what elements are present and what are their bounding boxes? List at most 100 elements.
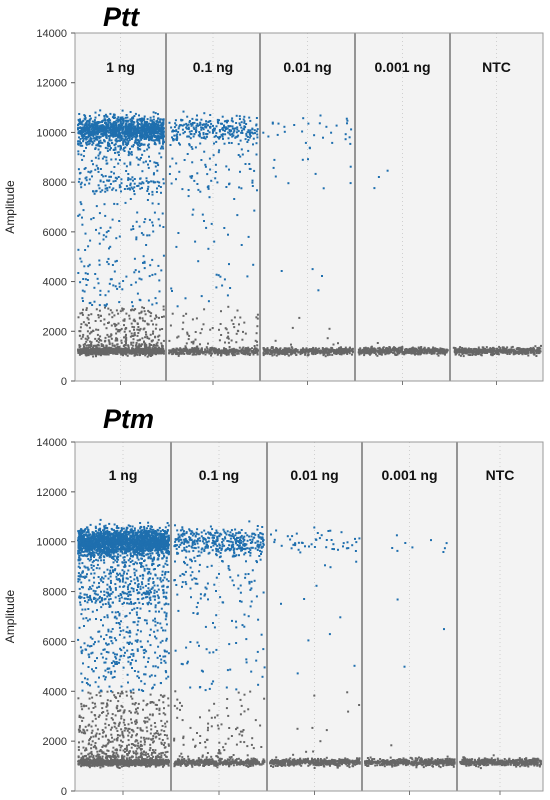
positive-droplet (96, 277, 99, 280)
negative-droplet (275, 349, 278, 352)
positive-droplet (87, 135, 90, 137)
negative-droplet (395, 348, 398, 350)
intermediate-droplet (92, 330, 95, 332)
negative-droplet (374, 351, 377, 353)
positive-droplet (112, 187, 115, 190)
positive-droplet (189, 175, 192, 178)
positive-droplet (330, 131, 333, 134)
positive-droplet (117, 151, 120, 154)
negative-droplet (498, 345, 501, 348)
positive-droplet (83, 137, 86, 140)
positive-droplet (223, 124, 225, 127)
intermediate-droplet (176, 336, 179, 339)
intermediate-droplet (143, 341, 145, 344)
intermediate-droplet (188, 334, 191, 337)
positive-droplet (115, 140, 118, 143)
intermediate-droplet (116, 330, 119, 333)
positive-droplet (123, 150, 126, 152)
positive-droplet (223, 278, 226, 281)
positive-droplet (127, 178, 130, 181)
positive-droplet (121, 132, 124, 135)
intermediate-droplet (145, 333, 148, 336)
intermediate-droplet (144, 343, 147, 346)
intermediate-droplet (219, 323, 222, 325)
positive-droplet (85, 141, 88, 144)
positive-droplet (90, 159, 93, 162)
negative-droplet (262, 354, 265, 357)
positive-droplet (97, 184, 100, 187)
intermediate-droplet (133, 333, 136, 335)
positive-droplet (140, 129, 142, 132)
positive-droplet (116, 130, 119, 133)
positive-droplet (157, 202, 160, 205)
positive-droplet (251, 185, 254, 187)
positive-droplet (156, 187, 158, 190)
negative-droplet (295, 353, 298, 356)
negative-droplet (116, 352, 119, 355)
positive-droplet (119, 119, 122, 122)
negative-droplet (271, 347, 274, 350)
positive-droplet (114, 176, 117, 179)
intermediate-droplet (182, 321, 185, 324)
negative-droplet (301, 350, 304, 352)
positive-droplet (90, 170, 93, 173)
positive-droplet (197, 188, 200, 191)
negative-droplet (107, 350, 110, 353)
negative-droplet (517, 348, 519, 351)
positive-droplet (349, 165, 352, 168)
intermediate-droplet (236, 309, 239, 312)
positive-droplet (242, 128, 245, 130)
positive-droplet (239, 139, 242, 142)
negative-droplet (444, 353, 446, 356)
negative-droplet (431, 351, 433, 354)
positive-droplet (121, 124, 123, 127)
negative-droplet (82, 349, 85, 352)
positive-droplet (124, 141, 127, 144)
positive-droplet (154, 143, 157, 146)
positive-droplet (139, 148, 142, 151)
positive-droplet (148, 122, 151, 125)
intermediate-droplet (154, 335, 157, 338)
intermediate-droplet (128, 314, 131, 317)
positive-droplet (206, 173, 209, 176)
positive-droplet (78, 120, 81, 123)
intermediate-droplet (82, 333, 85, 336)
negative-droplet (103, 348, 105, 351)
positive-droplet (217, 122, 220, 125)
negative-droplet (294, 348, 297, 351)
positive-droplet (82, 300, 84, 302)
negative-droplet (392, 348, 394, 351)
positive-droplet (196, 122, 199, 125)
positive-droplet (199, 121, 202, 124)
positive-droplet (143, 221, 146, 224)
negative-droplet (378, 352, 381, 355)
negative-droplet (440, 348, 443, 351)
positive-droplet (185, 122, 188, 125)
negative-droplet (368, 348, 371, 351)
positive-droplet (81, 297, 84, 300)
negative-droplet (157, 352, 160, 355)
negative-droplet (162, 347, 165, 350)
positive-droplet (102, 130, 104, 133)
positive-droplet (171, 157, 174, 160)
positive-droplet (128, 137, 131, 140)
negative-droplet (134, 350, 137, 352)
intermediate-droplet (235, 332, 238, 335)
positive-droplet (129, 182, 132, 185)
negative-droplet (198, 353, 201, 355)
intermediate-droplet (106, 333, 109, 336)
negative-droplet (318, 347, 321, 350)
positive-droplet (154, 125, 157, 128)
negative-droplet (340, 349, 343, 352)
negative-droplet (522, 348, 525, 351)
negative-droplet (249, 348, 252, 351)
negative-droplet (219, 349, 222, 352)
negative-droplet (506, 346, 509, 349)
negative-droplet (359, 347, 362, 350)
negative-droplet (368, 349, 371, 352)
negative-droplet (362, 351, 365, 354)
positive-droplet (236, 135, 239, 138)
negative-droplet (267, 351, 269, 354)
positive-droplet (157, 184, 160, 187)
positive-droplet (142, 233, 145, 236)
